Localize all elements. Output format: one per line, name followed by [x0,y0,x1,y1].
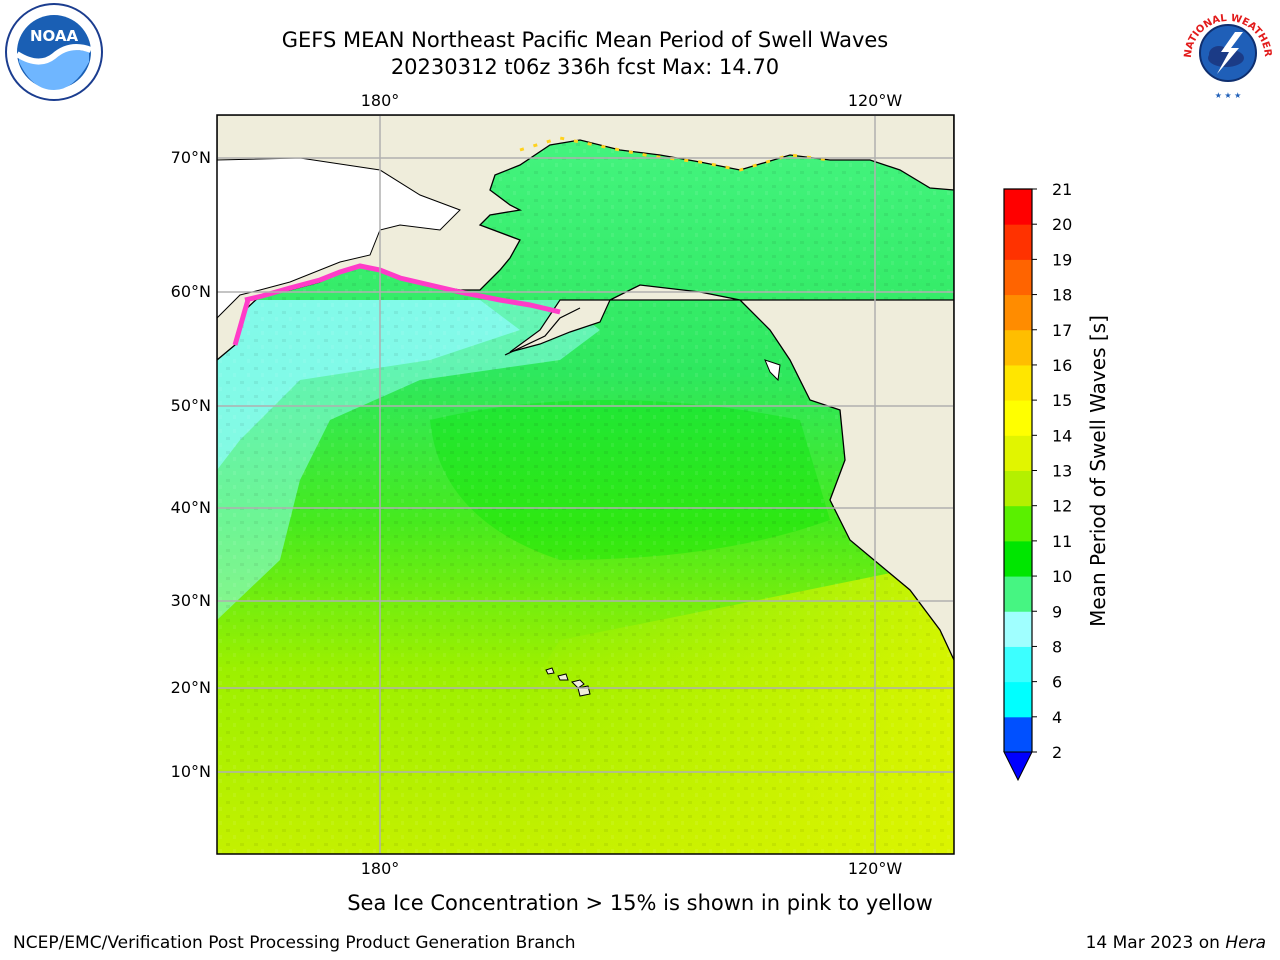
lat-label-60n: 60°N [171,282,211,301]
colorbar-segment [1004,259,1032,296]
colorbar-segment [1004,681,1032,718]
colorbar-tick-label: 14 [1052,426,1072,445]
colorbar-tick-label: 21 [1052,180,1072,199]
noaa-logo-text: NOAA [30,27,79,45]
colorbar-segment [1004,576,1032,612]
svg-text:★ ★ ★: ★ ★ ★ [1215,91,1242,100]
colorbar-segment [1004,435,1032,471]
colorbar-tick-label: 4 [1052,708,1062,727]
lon-label-bottom-180: 180° [361,859,400,878]
noaa-logo-icon: NOAA [5,3,103,101]
lat-label-10n: 10°N [171,762,211,781]
colorbar-segment [1004,294,1032,331]
lon-label-top-120w: 120°W [848,91,903,110]
colorbar-segment [1004,400,1032,436]
colorbar-tick-label: 10 [1052,567,1072,586]
lat-label-30n: 30°N [171,591,211,610]
colorbar-segment [1004,505,1032,542]
sea-ice-note: Sea Ice Concentration > 15% is shown in … [347,891,933,915]
lat-label-70n: 70°N [171,148,211,167]
colorbar-segment [1004,329,1032,366]
lon-label-top-180: 180° [361,91,400,110]
colorbar-tick-label: 18 [1052,286,1072,305]
host-name: Hera [1225,933,1266,953]
date-stamp: 14 Mar 2023 on Hera [1086,933,1266,953]
colorbar-tick-label: 20 [1052,215,1072,234]
colorbar-tick-label: 6 [1052,673,1062,692]
alaska-peninsula [509,299,611,353]
colorbar-segment [1004,716,1032,753]
map-gridlines [217,115,954,854]
land-north-america [609,115,954,661]
lat-label-50n: 50°N [171,396,211,415]
colorbar-tick-label: 13 [1052,462,1072,481]
colorbar-segment [1004,646,1032,683]
chart-subtitle: 20230312 t06z 336h fcst Max: 14.70 [390,55,780,79]
colorbar-label: Mean Period of Swell Waves [s] [1086,315,1110,627]
colorbar-tick-label: 12 [1052,497,1072,516]
colorbar-tick-label: 16 [1052,356,1072,375]
colorbar-under-arrow [1003,751,1033,782]
date-text: 14 Mar 2023 on [1085,933,1226,953]
colorbar-tick-label: 19 [1052,250,1072,269]
map-plot-area [217,115,954,854]
colorbar: 2 4 6 8 9 10 11 12 13 14 15 16 17 18 19 20 21 [1003,180,1072,782]
colorbar-segment [1004,364,1032,401]
lon-label-bottom-120w: 120°W [848,859,903,878]
colorbar-tick-label: 11 [1052,532,1072,551]
colorbar-tick-label: 8 [1052,637,1062,656]
colorbar-segment [1004,224,1032,260]
colorbar-tick-label: 2 [1052,743,1062,762]
colorbar-segment [1004,189,1032,225]
colorbar-segment [1004,470,1032,507]
national-weather-service-logo-icon: NATIONAL WEATHER SERVICE ★ ★ ★ [1177,2,1277,102]
colorbar-segment [1004,540,1032,577]
lat-label-20n: 20°N [171,678,211,697]
colorbar-tick-label: 17 [1052,321,1072,340]
hawaii-islands [545,667,591,697]
chart-title: GEFS MEAN Northeast Pacific Mean Period … [281,28,889,52]
credit-text: NCEP/EMC/Verification Post Processing Pr… [13,933,576,953]
colorbar-segment [1004,611,1032,647]
colorbar-tick-label: 9 [1052,602,1062,621]
lat-label-40n: 40°N [171,498,211,517]
colorbar-tick-label: 15 [1052,391,1072,410]
map-frame [216,114,955,855]
